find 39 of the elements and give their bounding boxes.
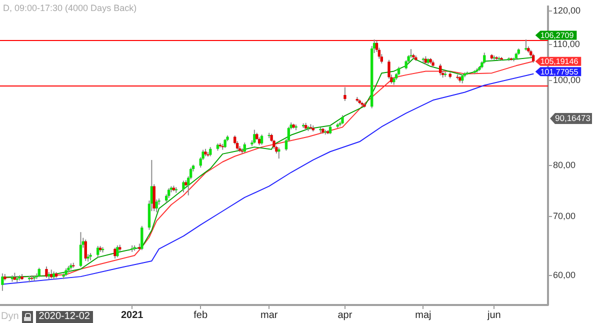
- x-tick-label: feb: [194, 310, 208, 321]
- candlestick: [243, 142, 246, 154]
- x-tick-label: maj: [415, 310, 432, 321]
- candlestick: [182, 180, 185, 193]
- candlestick: [524, 38, 528, 52]
- candlestick: [209, 146, 212, 157]
- candlestick: [84, 239, 87, 262]
- x-tick-label: 2021: [120, 310, 144, 321]
- x-tick-label: mar: [260, 310, 278, 321]
- candlestick: [45, 266, 48, 278]
- x-tick-label: jun: [486, 310, 501, 321]
- candlestick: [79, 232, 82, 268]
- text: Dyn: [1, 311, 19, 322]
- y-tick-label: 120,00: [553, 6, 581, 16]
- data-label: 106,2709: [540, 30, 574, 40]
- text: 2020-12-02: [36, 310, 93, 322]
- candlestick: [483, 52, 486, 64]
- candlestick: [140, 225, 144, 251]
- candlestick: [38, 267, 40, 278]
- y-tick-label: 80,00: [553, 160, 576, 170]
- candlestick: [260, 134, 264, 146]
- candlestick: [167, 188, 170, 198]
- candlestick: [114, 247, 116, 260]
- text: 90,16473: [550, 113, 592, 124]
- y-tick-label: 100,00: [553, 75, 581, 86]
- data-label: 105,19146: [540, 57, 579, 66]
- x-tick-label: apr: [338, 310, 353, 321]
- candlestick: [253, 129, 256, 144]
- candlestick: [96, 245, 100, 258]
- candlestick: [388, 59, 390, 80]
- chart-title: D, 09:00-17:30 (4000 Days Back): [3, 3, 137, 13]
- y-tick-label: 110,00: [553, 38, 580, 49]
- y-tick-label: 60,00: [553, 270, 576, 280]
- data-label: 101,77955: [540, 67, 579, 76]
- candlestick: [439, 63, 442, 76]
- candlestick: [116, 244, 119, 258]
- candlestick: [1, 272, 4, 292]
- candlestick: [344, 86, 346, 102]
- y-tick-label: 70,00: [553, 211, 576, 222]
